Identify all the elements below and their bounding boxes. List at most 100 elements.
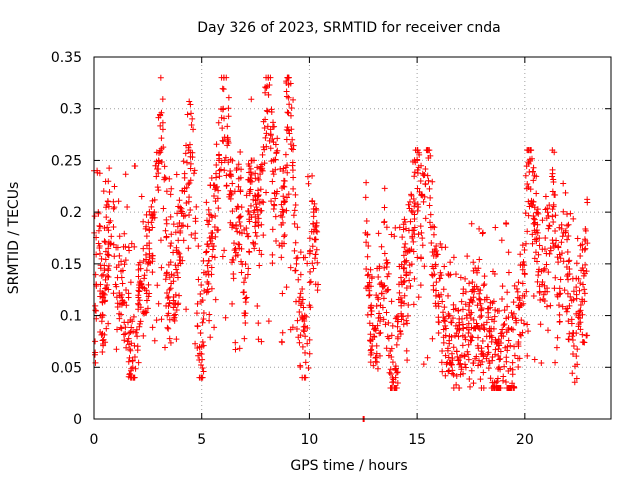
data-point	[221, 157, 228, 164]
data-point	[209, 246, 216, 253]
data-point	[304, 325, 311, 332]
data-point	[184, 223, 191, 230]
data-point	[517, 251, 524, 258]
data-point	[402, 225, 409, 232]
data-point	[294, 224, 301, 231]
data-point	[186, 98, 193, 105]
data-point	[420, 361, 427, 368]
x-axis-label: GPS time / hours	[290, 458, 407, 474]
data-point	[235, 183, 242, 190]
data-point	[291, 207, 298, 214]
data-point	[426, 185, 433, 192]
data-point	[542, 193, 549, 200]
data-point	[237, 149, 244, 156]
data-point	[99, 312, 106, 319]
data-point	[480, 384, 487, 391]
data-point	[453, 381, 460, 388]
y-tick-labels: 0 0.05 0.1 0.15 0.2 0.25 0.3 0.35	[51, 50, 82, 428]
y-tick-label: 0	[73, 412, 82, 428]
data-point	[393, 341, 400, 348]
data-point	[128, 374, 135, 381]
data-point	[252, 197, 259, 204]
data-point	[283, 207, 290, 214]
data-point	[180, 222, 187, 229]
data-point	[517, 302, 524, 309]
data-point	[364, 253, 371, 260]
data-point	[304, 173, 311, 180]
data-point	[387, 384, 394, 391]
data-point	[489, 353, 496, 360]
data-point	[388, 231, 395, 238]
data-point	[196, 350, 203, 357]
data-point	[297, 271, 304, 278]
data-point	[565, 233, 572, 240]
data-point	[270, 119, 277, 126]
data-point	[582, 245, 589, 252]
data-point	[269, 178, 276, 185]
data-point	[242, 299, 249, 306]
data-point	[211, 224, 218, 231]
data-point	[227, 171, 234, 178]
data-point	[524, 321, 531, 328]
data-point	[397, 327, 404, 334]
data-point	[582, 261, 589, 268]
data-point	[96, 222, 103, 229]
data-point	[220, 86, 227, 93]
data-point	[495, 364, 502, 371]
data-point	[429, 335, 436, 342]
data-point	[300, 323, 307, 330]
data-point	[178, 223, 185, 230]
data-point	[295, 298, 302, 305]
data-point	[505, 249, 512, 256]
data-point	[529, 231, 536, 238]
data-point	[135, 292, 142, 299]
data-point	[576, 309, 583, 316]
data-point	[124, 204, 131, 211]
data-point	[119, 280, 126, 287]
data-point	[188, 121, 195, 128]
data-point	[206, 317, 213, 324]
data-point	[509, 380, 516, 387]
data-point	[579, 241, 586, 248]
data-point	[167, 213, 174, 220]
data-point	[501, 363, 508, 370]
data-point	[104, 273, 111, 280]
data-point	[429, 178, 436, 185]
data-point	[111, 183, 118, 190]
data-point	[162, 175, 169, 182]
data-point	[395, 296, 402, 303]
data-point	[485, 343, 492, 350]
data-point	[574, 235, 581, 242]
data-point	[521, 271, 528, 278]
data-point	[98, 331, 105, 338]
data-point	[380, 316, 387, 323]
data-point	[574, 346, 581, 353]
data-point	[573, 284, 580, 291]
data-point	[488, 332, 495, 339]
data-point	[158, 159, 165, 166]
data-point	[185, 245, 192, 252]
data-point	[519, 242, 526, 249]
data-point	[142, 251, 149, 258]
data-point	[229, 224, 236, 231]
data-point	[297, 290, 304, 297]
data-point	[565, 276, 572, 283]
data-point	[194, 322, 201, 329]
data-point	[554, 291, 561, 298]
data-point	[373, 354, 380, 361]
data-point	[288, 126, 295, 133]
data-point	[284, 169, 291, 176]
data-point	[385, 319, 392, 326]
data-point	[127, 279, 134, 286]
data-point	[415, 203, 422, 210]
y-tick-label: 0.1	[60, 309, 82, 325]
data-point	[567, 293, 574, 300]
data-point	[381, 264, 388, 271]
data-point	[234, 228, 241, 235]
data-point	[170, 249, 177, 256]
data-point	[294, 254, 301, 261]
data-point	[112, 281, 119, 288]
data-point	[214, 195, 221, 202]
y-tick-label: 0.2	[60, 205, 82, 221]
data-point	[414, 157, 421, 164]
